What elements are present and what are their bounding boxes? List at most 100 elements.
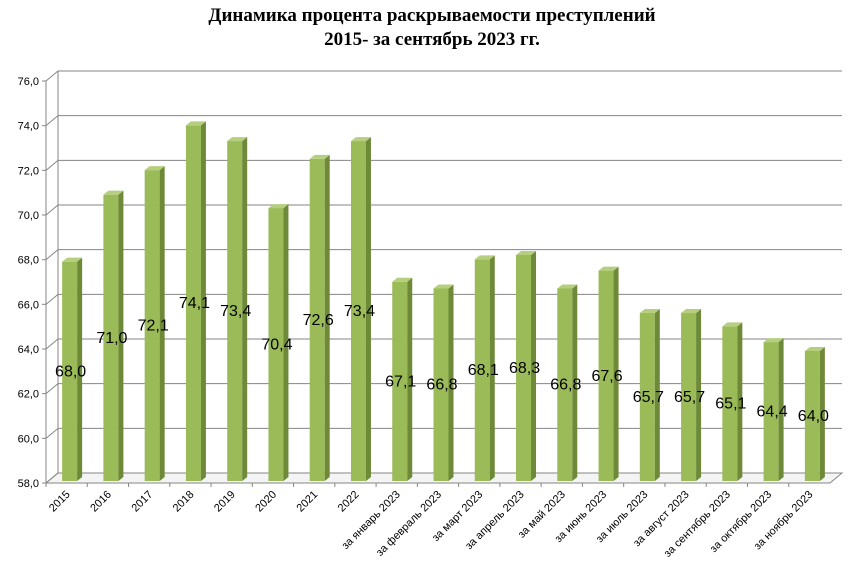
gridline — [45, 70, 842, 82]
bar-side — [613, 266, 619, 481]
bar-top — [144, 166, 165, 171]
data-label: 74,1 — [179, 295, 210, 312]
y-axis-ticks: 58,0 60,0 62,0 64,0 66,0 68,0 70,0 72,0 74,0 76,0 — [18, 76, 39, 490]
bar-front — [392, 281, 408, 481]
x-tick-label: 2017 — [129, 489, 155, 515]
bar — [598, 266, 619, 481]
bar-side — [531, 250, 537, 481]
bar-side — [654, 309, 660, 481]
bar-front — [598, 270, 614, 481]
bar — [516, 250, 537, 481]
gridline — [45, 427, 842, 439]
data-label: 66,8 — [550, 377, 581, 394]
data-labels: 68,0 71,0 72,1 74,1 73,4 70,4 72,6 73,4 67,1 66,8… — [55, 295, 829, 425]
y-tick-label: 70,0 — [18, 210, 39, 222]
bar-front — [227, 141, 243, 482]
y-tick-label: 76,0 — [18, 76, 39, 88]
bar-side — [737, 322, 743, 481]
data-label: 68,0 — [55, 363, 86, 380]
data-label: 73,4 — [344, 303, 375, 320]
bar — [474, 255, 495, 481]
bar — [268, 204, 289, 482]
bar-front — [144, 170, 160, 481]
bar-top — [185, 121, 206, 126]
bar-front — [763, 342, 779, 481]
bar-front — [681, 313, 697, 481]
bar — [639, 309, 660, 481]
bar — [185, 121, 206, 481]
y-tick-label: 66,0 — [18, 299, 39, 311]
data-label: 73,4 — [220, 303, 251, 320]
data-label: 64,4 — [757, 404, 788, 421]
bar-side — [778, 338, 784, 481]
bar-side — [159, 166, 165, 481]
bar-side — [365, 137, 371, 482]
x-tick-label: 2020 — [253, 489, 279, 515]
bar-side — [489, 255, 495, 481]
bar-front — [309, 158, 325, 481]
chart-title-line-1: Динамика процента раскрываемости преступ… — [208, 5, 656, 26]
bar-front — [268, 208, 284, 482]
bar-top — [722, 322, 743, 327]
data-label: 65,7 — [674, 389, 705, 406]
bar-front — [516, 254, 532, 481]
bar-top — [474, 255, 495, 260]
bar — [557, 284, 578, 481]
data-label: 66,8 — [426, 377, 457, 394]
bar-side — [448, 284, 454, 481]
bar-side — [77, 257, 83, 481]
bar-top — [227, 137, 248, 142]
data-label: 68,3 — [509, 360, 540, 377]
y-tick-label: 72,0 — [18, 165, 39, 177]
data-label: 72,6 — [303, 312, 334, 329]
bar-front — [722, 326, 738, 481]
y-tick-label: 60,0 — [18, 433, 39, 445]
bar-top — [62, 257, 83, 262]
bar-top — [598, 266, 619, 271]
bar-front — [62, 261, 78, 481]
y-tick-label: 62,0 — [18, 389, 39, 401]
gridline — [45, 293, 842, 305]
bars — [62, 121, 825, 482]
bar-top — [804, 347, 825, 351]
data-label: 68,1 — [468, 362, 499, 379]
bar-side — [696, 309, 702, 481]
bar-front — [639, 313, 655, 481]
bar-front — [433, 288, 449, 481]
bar-front — [557, 288, 573, 481]
bar-top — [681, 309, 702, 314]
bar — [804, 347, 825, 481]
data-label: 72,1 — [138, 318, 169, 335]
x-tick-label: 2021 — [295, 489, 321, 515]
bar-side — [283, 204, 289, 482]
x-tick-label: 2018 — [171, 489, 197, 515]
bar — [227, 137, 248, 482]
bar-side — [819, 347, 825, 481]
gridline — [45, 472, 842, 484]
bar-top — [433, 284, 454, 289]
bar — [309, 154, 330, 481]
bar-top — [392, 277, 413, 282]
bar — [433, 284, 454, 481]
bar — [350, 137, 371, 482]
bar-side — [118, 190, 124, 481]
bar — [722, 322, 743, 481]
bar-side — [572, 284, 578, 481]
x-tick-label: 2022 — [336, 489, 362, 515]
bar — [144, 166, 165, 481]
y-tick-label: 58,0 — [18, 478, 39, 490]
bar-top — [103, 190, 124, 195]
bar-top — [557, 284, 578, 289]
bar — [681, 309, 702, 481]
bar-front — [185, 125, 201, 481]
bar — [103, 190, 124, 481]
bar-side — [242, 137, 248, 482]
data-label: 64,0 — [798, 408, 829, 425]
bar-side — [324, 154, 330, 481]
gridline — [45, 338, 842, 350]
bar-top — [268, 204, 289, 209]
bar-top — [309, 154, 330, 159]
x-tick-label: 2015 — [47, 489, 73, 515]
